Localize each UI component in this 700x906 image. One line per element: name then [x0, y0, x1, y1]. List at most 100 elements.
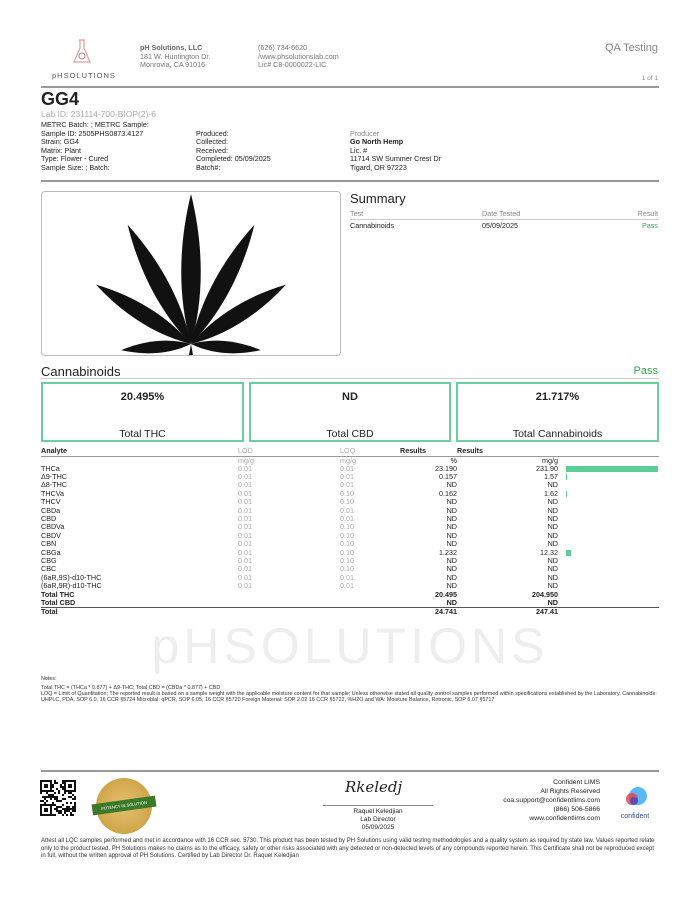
result-mg: 1.57 [544, 472, 558, 482]
company-license: Lic# C8-0000022-LIC [258, 60, 327, 69]
loq: 0.10 [340, 564, 354, 574]
lims-name: Confident LIMS [553, 779, 600, 786]
cannabinoids-status: Pass [633, 365, 658, 377]
unit-lod: mg/g [238, 455, 254, 465]
result-mg: ND [547, 581, 558, 591]
notes-title: Notes: [41, 676, 57, 682]
summary-date: 05/09/2025 [482, 221, 518, 230]
lod: 0.01 [238, 505, 252, 515]
product-image [41, 191, 341, 356]
lab-id: Lab ID: 231114-700-BIOP(2)-6 [41, 109, 156, 119]
table-row: THCVa 0.01 0.10 0.162 1.62 [41, 488, 659, 498]
total-mg: 247.41 [457, 606, 558, 616]
analyte: CBDVa [41, 522, 65, 532]
leaflet [191, 340, 261, 354]
result-bar [566, 549, 571, 556]
sample-name: GG4 [41, 89, 80, 109]
result-mg: ND [547, 522, 558, 532]
signer-title: Lab Director [360, 816, 396, 823]
total-cbd-value: ND [342, 391, 358, 403]
seal-text: POTENCY IN SOLUTION [91, 795, 157, 816]
leaflet [96, 284, 191, 344]
qr-code[interactable] [40, 780, 76, 816]
col-loq: LOQ [340, 446, 400, 457]
producer-label: Producer [350, 128, 380, 138]
lims-email[interactable]: coa.support@confidentlims.com [503, 797, 600, 804]
cannabis-leaf-icon [96, 194, 286, 355]
lims-phone: (866) 506-5866 [553, 806, 600, 813]
company-phone: (626) 734-6620 [258, 43, 308, 52]
producer-address-1: 11714 SW Summer Crest Dr [350, 154, 441, 163]
table-row: (6aR,9S)-d10-THC 0.01 0.01 ND ND [41, 572, 659, 582]
lod: 0.01 [238, 530, 252, 540]
analyte: CBDV [41, 530, 61, 540]
total-cbd-box: ND Total CBD [249, 382, 451, 442]
total-cannabinoids-value: 21.717% [535, 391, 580, 403]
loq: 0.01 [340, 581, 354, 591]
result-mg: ND [547, 480, 558, 490]
table-row: CBG 0.01 0.10 ND ND [41, 555, 659, 565]
received: Received: [196, 145, 228, 155]
col-results-mg: Results [457, 446, 558, 457]
producer-lic: Lic. # [350, 145, 368, 155]
analyte: CBGa [41, 547, 61, 557]
result-pct: ND [446, 505, 457, 515]
unit-pct: % [450, 455, 457, 465]
table-row: Δ9-THC 0.01 0.01 0.157 1.57 [41, 472, 659, 482]
lod: 0.01 [238, 480, 252, 490]
analyte: THCVa [41, 488, 65, 498]
result-pct: ND [446, 530, 457, 540]
result-pct: ND [446, 522, 457, 532]
cannabinoids-title: Cannabinoids [41, 364, 121, 379]
loq: 0.01 [340, 472, 354, 482]
result-mg: 231.90 [536, 463, 558, 473]
company-website[interactable]: /www.phsolutionslab.com [258, 51, 339, 61]
loq: 0.10 [340, 522, 354, 532]
table-row: CBN 0.01 0.10 ND ND [41, 540, 659, 548]
table-row: CBDa 0.01 0.01 ND ND [41, 506, 659, 514]
notes-line-1: Total THC = (THCa * 0.877) + Δ9-THC; Tot… [41, 685, 221, 691]
disclaimer: Attest all LQC samples performed and met… [41, 838, 655, 859]
page-number: 1 of 1 [641, 75, 658, 82]
total-analyte: Total CBD [41, 597, 76, 607]
loq: 0.10 [340, 555, 354, 565]
table-row: CBD 0.01 0.01 ND ND [41, 514, 659, 524]
sample-id: Sample ID: 2505PHS0873.4127 [41, 128, 144, 138]
metrc: METRC Batch: ; METRC Sample: [41, 120, 149, 129]
produced: Produced: [196, 128, 229, 138]
result-mg: ND [547, 572, 558, 582]
total-analyte: Total THC [41, 589, 75, 599]
cannabinoid-results-table: Analyte LOD LOQ Results Results mg/g mg/g… [41, 446, 659, 616]
loq: 0.10 [340, 530, 354, 540]
analyte: (6aR,9R)-d10-THC [41, 581, 102, 591]
table-row: CBDVa 0.01 0.10 ND ND [41, 523, 659, 531]
table-row: THCV 0.01 0.10 ND ND [41, 498, 659, 506]
analyte: CBC [41, 564, 57, 574]
result-pct: ND [446, 497, 457, 507]
total-analyte: Total [41, 606, 238, 616]
loq: 0.01 [340, 514, 354, 524]
loq: 0.01 [340, 505, 354, 515]
sign-date: 05/09/2025 [361, 824, 395, 831]
loq: 0.10 [340, 497, 354, 507]
leaflet [191, 284, 286, 344]
lod: 0.01 [238, 581, 252, 591]
producer-name: Go North Hemp [350, 137, 404, 146]
lod: 0.01 [238, 547, 252, 557]
doc-type: QA Testing [605, 42, 658, 54]
result-mg: ND [547, 505, 558, 515]
analyte: CBG [41, 555, 57, 565]
total-thc-box: 20.495% Total THC [41, 382, 244, 442]
result-bar [566, 490, 567, 497]
leaflet [191, 224, 255, 344]
result-pct: 0.162 [439, 488, 457, 498]
loq: 0.10 [340, 539, 354, 549]
lims-web[interactable]: www.confidentlims.com [529, 815, 600, 822]
company-address-1: 181 W. Huntington Dr. [140, 51, 211, 61]
result-mg: ND [547, 497, 558, 507]
result-mg: ND [547, 514, 558, 524]
lod: 0.01 [238, 572, 252, 582]
result-pct: ND [446, 564, 457, 574]
completed: Completed: 05/09/2025 [196, 154, 271, 163]
watermark: pHSOLUTIONS [151, 618, 549, 674]
